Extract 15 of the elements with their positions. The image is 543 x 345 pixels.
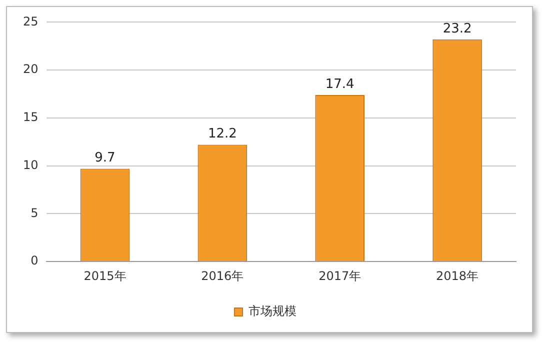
y-tick-label: 25 [22, 14, 38, 28]
y-tick-label: 20 [22, 62, 38, 76]
data-label: 17.4 [325, 76, 354, 92]
y-tick-label: 0 [30, 254, 38, 268]
legend-label: 市场规模 [248, 304, 296, 318]
y-tick-label: 15 [22, 110, 38, 124]
data-label: 9.7 [94, 150, 116, 166]
x-tick-label: 2015年 [84, 268, 126, 283]
x-tick-label: 2016年 [201, 268, 244, 283]
x-tick-label: 2017年 [318, 268, 362, 283]
y-tick-label: 10 [22, 158, 38, 172]
data-label: 23.2 [442, 21, 472, 36]
y-tick-label: 5 [30, 206, 38, 220]
x-tick-label: 2018年 [436, 268, 479, 283]
data-label: 12.2 [208, 126, 237, 142]
